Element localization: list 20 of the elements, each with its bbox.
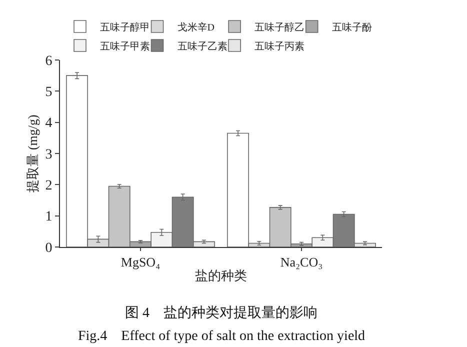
caption: 图 4 盐的种类对提取量的影响 [125,305,318,321]
y-tick-label: 0 [45,240,52,256]
legend-label: 五味子酚 [332,21,372,34]
y-tick-label: 1 [45,210,52,225]
legend-label: 五味子醇乙 [254,21,305,34]
x-tick-label: MgSO₄ [120,254,161,270]
caption: Fig.4 Effect of type of salt on the extraction yield [78,329,366,344]
legend-label: 五味子醇甲 [100,21,150,34]
y-tick-label: 6 [45,54,52,69]
y-tick-label: 2 [45,178,52,194]
legend-label: 五味子乙素 [177,40,228,52]
y-tick-label: 3 [45,147,52,162]
y-tick-label: 5 [45,85,52,100]
legend-label: 五味子甲素 [100,40,150,52]
x-axis-title: 盐的种类 [195,268,247,284]
y-axis-title: 提取量 (mg/g) [25,114,40,192]
x-tick-label: Na₂CO₃ [280,254,323,270]
y-tick-label: 4 [45,116,52,132]
legend-label: 戈米辛D [177,21,215,34]
legend-label: 五味子丙素 [254,40,305,52]
